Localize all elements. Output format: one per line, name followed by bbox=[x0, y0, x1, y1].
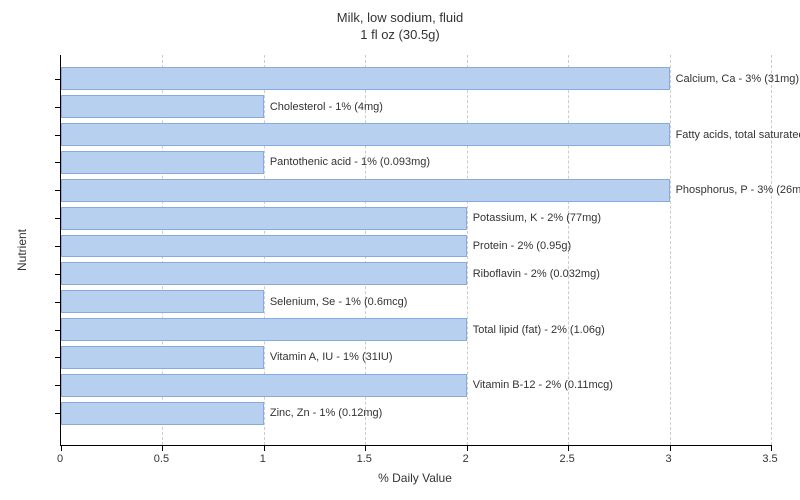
bar-label: Cholesterol - 1% (4mg) bbox=[270, 101, 383, 113]
bar-label: Vitamin A, IU - 1% (31IU) bbox=[270, 351, 393, 363]
x-tick bbox=[61, 445, 62, 451]
bar-label: Calcium, Ca - 3% (31mg) bbox=[676, 73, 799, 85]
bar bbox=[61, 207, 467, 230]
x-tick-label: 1 bbox=[260, 453, 266, 465]
x-tick-label: 0 bbox=[57, 453, 63, 465]
bar bbox=[61, 290, 264, 313]
y-axis-label: Nutrient bbox=[15, 229, 29, 271]
x-tick bbox=[670, 445, 671, 451]
bar bbox=[61, 262, 467, 285]
title-line-2: 1 fl oz (30.5g) bbox=[360, 27, 440, 42]
bar-label: Phosphorus, P - 3% (26mg) bbox=[676, 184, 800, 196]
bar bbox=[61, 318, 467, 341]
x-tick bbox=[467, 445, 468, 451]
plot-area: Calcium, Ca - 3% (31mg)Cholesterol - 1% … bbox=[60, 55, 771, 446]
bar bbox=[61, 95, 264, 118]
chart-title: Milk, low sodium, fluid 1 fl oz (30.5g) bbox=[0, 0, 800, 44]
grid-line bbox=[670, 55, 671, 445]
bar bbox=[61, 67, 670, 90]
x-tick-label: 1.5 bbox=[357, 453, 372, 465]
x-tick bbox=[264, 445, 265, 451]
bar bbox=[61, 346, 264, 369]
bar bbox=[61, 374, 467, 397]
x-tick-label: 0.5 bbox=[154, 453, 169, 465]
bar bbox=[61, 235, 467, 258]
chart-container: Milk, low sodium, fluid 1 fl oz (30.5g) … bbox=[0, 0, 800, 500]
bar-label: Potassium, K - 2% (77mg) bbox=[473, 212, 601, 224]
grid-line bbox=[771, 55, 772, 445]
x-tick bbox=[771, 445, 772, 451]
x-tick-label: 2.5 bbox=[559, 453, 574, 465]
bar-label: Zinc, Zn - 1% (0.12mg) bbox=[270, 407, 382, 419]
x-tick-label: 2 bbox=[463, 453, 469, 465]
bar bbox=[61, 123, 670, 146]
x-axis-label: % Daily Value bbox=[378, 471, 452, 485]
bar-label: Vitamin B-12 - 2% (0.11mcg) bbox=[473, 379, 613, 391]
x-tick bbox=[162, 445, 163, 451]
bar-label: Protein - 2% (0.95g) bbox=[473, 240, 571, 252]
x-tick bbox=[568, 445, 569, 451]
bar bbox=[61, 402, 264, 425]
bar-label: Pantothenic acid - 1% (0.093mg) bbox=[270, 156, 430, 168]
bar-label: Total lipid (fat) - 2% (1.06g) bbox=[473, 324, 605, 336]
grid-line bbox=[467, 55, 468, 445]
bar bbox=[61, 179, 670, 202]
title-line-1: Milk, low sodium, fluid bbox=[337, 10, 463, 25]
x-tick-label: 3.5 bbox=[762, 453, 777, 465]
bar bbox=[61, 151, 264, 174]
bar-label: Selenium, Se - 1% (0.6mcg) bbox=[270, 296, 408, 308]
x-tick bbox=[365, 445, 366, 451]
bar-label: Fatty acids, total saturated - 3% (0.657… bbox=[676, 129, 800, 141]
x-tick-label: 3 bbox=[666, 453, 672, 465]
bar-label: Riboflavin - 2% (0.032mg) bbox=[473, 268, 600, 280]
